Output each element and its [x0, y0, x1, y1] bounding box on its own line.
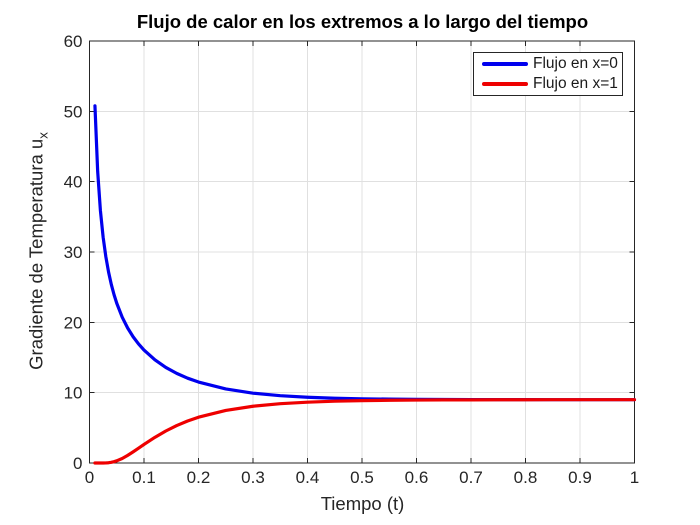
y-tick-label: 20	[64, 313, 83, 332]
x-tick-label: 0	[85, 468, 94, 487]
axes-box	[89, 40, 635, 464]
legend-line-sample-blue	[482, 61, 528, 66]
legend-line-sample-red	[482, 82, 528, 87]
data-series	[93, 104, 637, 465]
x-tick-label: 0.1	[132, 468, 156, 487]
x-tick-label: 0.4	[296, 468, 320, 487]
chart-title: Flujo de calor en los extremos a lo larg…	[136, 11, 589, 32]
y-tick-label: 50	[64, 102, 83, 121]
legend-entry-flujo-x0: Flujo en x=0	[474, 54, 622, 74]
x-tick-label: 1	[630, 468, 639, 487]
x-tick-label: 0.8	[514, 468, 538, 487]
legend-entry-flujo-x1: Flujo en x=1	[474, 74, 622, 94]
x-tick-labels: 0 0.1 0.2 0.3 0.4 0.5 0.6 0.7 0.8 0.9 1	[85, 468, 639, 487]
legend-label: Flujo en x=0	[533, 54, 618, 72]
x-tick-label: 0.9	[568, 468, 592, 487]
x-axis-label: Tiempo (t)	[320, 493, 405, 514]
series-line-flujo-x0	[93, 104, 637, 402]
x-tick-label: 0.7	[459, 468, 483, 487]
y-axis-label-text: Gradiente de Temperatura u	[25, 138, 47, 370]
legend-label: Flujo en x=1	[533, 75, 618, 93]
y-axis-label-subscript: x	[35, 132, 51, 139]
x-tick-label: 0.5	[350, 468, 374, 487]
x-tick-label: 0.3	[241, 468, 265, 487]
y-tick-label: 30	[64, 243, 83, 262]
x-tick-label: 0.6	[405, 468, 429, 487]
y-tick-labels: 0 10 20 30 40 50 60	[64, 32, 83, 473]
grid	[89, 41, 635, 463]
legend: Flujo en x=0 Flujo en x=1	[473, 52, 623, 96]
x-tick-label: 0.2	[187, 468, 211, 487]
series-line-flujo-x1	[93, 398, 637, 465]
y-tick-label: 40	[64, 173, 83, 192]
y-tick-label: 10	[64, 384, 83, 403]
y-tick-label: 0	[73, 454, 82, 473]
y-tick-label: 60	[64, 32, 83, 51]
